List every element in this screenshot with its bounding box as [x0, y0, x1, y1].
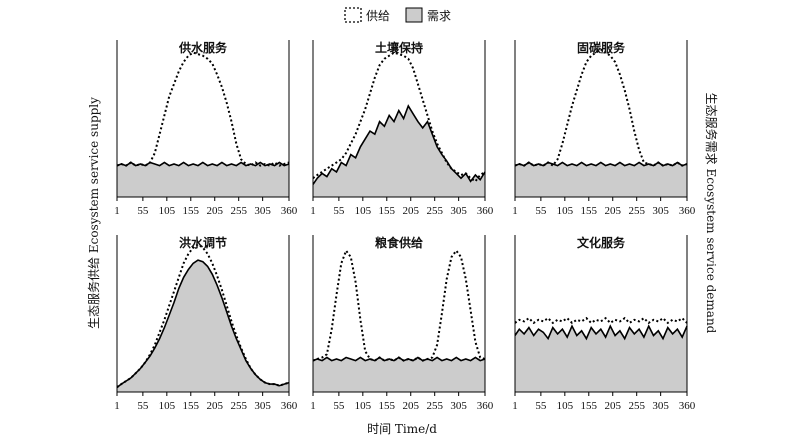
panel-frame [514, 235, 688, 393]
x-tick-label: 55 [137, 205, 149, 217]
x-tick-label: 55 [535, 205, 547, 217]
x-tick-label: 305 [450, 205, 467, 217]
panel-frame [116, 235, 290, 393]
y-axis-label-right: 生态服务需求 Ecosystem service demand [704, 93, 719, 334]
panel-title: 粮食供给 [375, 235, 423, 250]
x-tick-label: 205 [604, 400, 621, 412]
x-tick-label: 1 [114, 400, 120, 412]
panel-title: 土壤保持 [375, 40, 423, 55]
supply-line [514, 48, 688, 167]
x-tick-label: 155 [581, 400, 598, 412]
panel-title: 固碳服务 [577, 40, 626, 55]
x-tick-label: 1 [310, 205, 316, 217]
x-tick-label: 305 [652, 400, 669, 412]
x-tick-label: 255 [426, 400, 443, 412]
x-tick-label: 155 [581, 205, 598, 217]
x-tick-label: 305 [450, 400, 467, 412]
x-tick-label: 105 [557, 205, 574, 217]
demand-area [515, 326, 687, 392]
panel-title: 洪水调节 [179, 235, 227, 250]
demand-area [117, 162, 289, 197]
x-tick-label: 105 [159, 400, 176, 412]
x-tick-label: 255 [628, 400, 645, 412]
x-tick-label: 55 [535, 400, 547, 412]
x-axis-label: 时间 Time/d [367, 422, 437, 436]
legend-supply-label: 供给 [366, 9, 390, 23]
x-tick-label: 255 [426, 205, 443, 217]
x-tick-label: 360 [477, 400, 494, 412]
x-tick-label: 205 [604, 205, 621, 217]
legend: 供给 需求 [344, 7, 451, 23]
x-tick-label: 305 [652, 205, 669, 217]
x-tick-label: 155 [183, 400, 200, 412]
panel-title: 供水服务 [178, 40, 228, 55]
x-tick-label: 360 [679, 205, 696, 217]
x-tick-label: 105 [159, 205, 176, 217]
x-tick-label: 105 [355, 400, 372, 412]
panel-title: 文化服务 [577, 235, 626, 250]
x-tick-label: 360 [477, 205, 494, 217]
panel-frame [312, 235, 486, 393]
supply-line [116, 243, 290, 389]
x-tick-label: 55 [137, 400, 149, 412]
panel-frame [514, 40, 688, 198]
x-tick-label: 1 [310, 400, 316, 412]
demand-area [515, 162, 687, 197]
demand-area [313, 357, 485, 392]
x-tick-label: 105 [557, 400, 574, 412]
x-tick-label: 1 [114, 205, 120, 217]
x-tick-label: 155 [379, 400, 396, 412]
x-tick-label: 205 [206, 205, 223, 217]
x-tick-label: 305 [254, 400, 271, 412]
demand-area [117, 260, 289, 392]
panel-frame [116, 40, 290, 198]
x-tick-label: 205 [402, 400, 419, 412]
x-tick-label: 360 [281, 400, 298, 412]
demand-line [514, 324, 688, 341]
x-tick-label: 155 [379, 205, 396, 217]
demand-area [313, 105, 485, 197]
supply-line [514, 316, 688, 325]
supply-line [116, 51, 290, 167]
x-tick-label: 360 [679, 400, 696, 412]
x-tick-label: 105 [355, 205, 372, 217]
x-tick-label: 205 [206, 400, 223, 412]
x-tick-label: 255 [230, 205, 247, 217]
legend-demand-swatch [405, 7, 423, 23]
x-tick-label: 255 [230, 400, 247, 412]
x-tick-label: 360 [281, 205, 298, 217]
x-tick-label: 55 [333, 205, 345, 217]
x-tick-label: 55 [333, 400, 345, 412]
x-tick-label: 1 [512, 400, 518, 412]
legend-demand-label: 需求 [427, 9, 451, 23]
y-axis-label-left: 生态服务供给 Ecosystem service supply [86, 97, 101, 329]
x-tick-label: 1 [512, 205, 518, 217]
legend-supply-swatch [344, 7, 362, 23]
demand-line [116, 161, 290, 167]
demand-line [312, 104, 486, 185]
x-tick-label: 305 [254, 205, 271, 217]
x-tick-label: 155 [183, 205, 200, 217]
supply-line [312, 248, 486, 362]
x-tick-label: 255 [628, 205, 645, 217]
panel-frame [312, 40, 486, 198]
x-tick-label: 205 [402, 205, 419, 217]
